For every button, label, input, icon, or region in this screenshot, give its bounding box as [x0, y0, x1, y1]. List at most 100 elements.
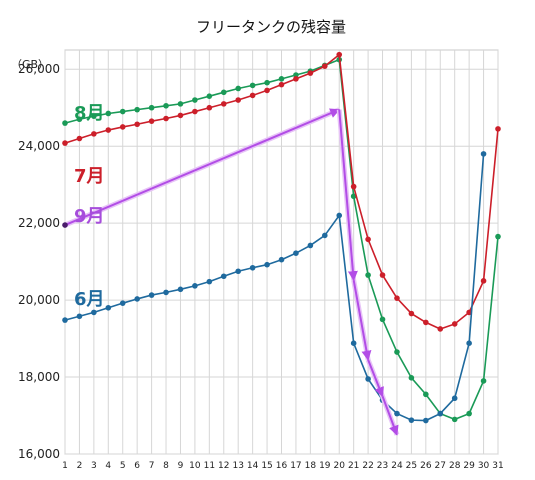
series-jun-point: [322, 232, 328, 239]
series-aug-point: [451, 416, 458, 423]
series-jun-point: [278, 256, 285, 263]
series-sep-arrow: [64, 108, 341, 226]
series-aug-point: [148, 104, 155, 111]
series-jul-point: [495, 126, 501, 132]
series-jun-point: [62, 317, 68, 323]
x-tick-label: 9: [178, 461, 184, 471]
series-jul-point: [206, 104, 213, 111]
series-jul-point: [466, 309, 472, 316]
y-tick-label: 16,000: [18, 447, 60, 461]
series-jul-point: [394, 295, 400, 301]
series-jun-point: [105, 304, 112, 311]
series-jun-point: [119, 300, 126, 306]
series-jun-point: [91, 309, 97, 316]
series-aug-point: [177, 101, 184, 107]
x-tick-label: 1: [62, 461, 68, 471]
series-jul-point: [76, 135, 83, 142]
series-name-label: 6月: [74, 289, 105, 310]
x-tick-label: 7: [149, 461, 155, 471]
series-name-label: 8月: [74, 103, 105, 124]
x-tick-label: 30: [478, 461, 490, 471]
series-jul-point: [350, 183, 357, 190]
series-jul-point: [105, 127, 112, 133]
x-tick-label: 28: [449, 461, 461, 471]
series-jun-point: [134, 296, 140, 302]
series-aug-point: [134, 106, 140, 113]
x-tick-label: 23: [377, 461, 388, 471]
series-jun-point: [264, 261, 270, 268]
series-sep-point: [62, 222, 68, 228]
series-jul-point: [148, 118, 155, 124]
x-tick-label: 4: [105, 461, 111, 471]
series-jun-point: [350, 340, 357, 346]
series-aug-point: [394, 349, 400, 355]
series-sep-arrow: [338, 109, 358, 282]
series-jun-point: [394, 410, 400, 417]
series-jul-point: [480, 278, 487, 284]
series-jun-point: [249, 264, 256, 271]
y-tick-label: 22,000: [18, 216, 60, 230]
series-name-label: 7月: [74, 166, 105, 187]
series-jun-point: [293, 250, 299, 256]
series-sep-arrow: [352, 279, 372, 361]
series-sep-arrow: [381, 395, 399, 436]
series-aug-point: [278, 76, 285, 82]
series-aug-point: [466, 410, 472, 417]
series-jun-point: [177, 286, 184, 293]
x-tick-label: 31: [492, 461, 503, 471]
series-jun-point: [235, 268, 241, 275]
x-tick-label: 29: [463, 461, 475, 471]
chart-title: フリータンクの残容量: [196, 18, 346, 36]
series-name-label: 9月: [74, 206, 105, 227]
series-aug-point: [379, 316, 386, 323]
x-tick-label: 20: [334, 461, 346, 471]
series-jul-point: [293, 76, 299, 82]
series-jun-point: [466, 340, 472, 346]
series-aug-point: [480, 378, 487, 384]
series-jul-point: [119, 124, 126, 130]
x-tick-label: 25: [406, 461, 417, 471]
series-aug-point: [206, 93, 213, 99]
x-tick-label: 11: [204, 461, 215, 471]
series-aug-point: [119, 108, 126, 115]
x-tick-label: 16: [276, 461, 288, 471]
series-aug-point: [192, 97, 198, 103]
x-tick-label: 3: [91, 461, 97, 471]
series-jun-line: [64, 153, 485, 422]
x-tick-label: 8: [163, 461, 169, 471]
series-aug-point: [293, 72, 299, 78]
series-jun-point: [206, 278, 213, 285]
series-jul-point: [278, 81, 285, 88]
series-jul-point: [336, 51, 343, 58]
x-tick-label: 14: [247, 461, 259, 471]
series-jul-point: [177, 112, 184, 119]
series-jun-point: [76, 313, 83, 320]
series-aug-point: [62, 120, 68, 126]
series-aug-point: [235, 85, 241, 92]
y-tick-label: 24,000: [18, 139, 60, 153]
x-tick-label: 15: [261, 461, 272, 471]
x-tick-label: 18: [305, 461, 317, 471]
series-aug-point: [350, 193, 357, 200]
series-aug-point: [408, 375, 415, 381]
series-jul-point: [322, 63, 328, 69]
series-jul-point: [264, 87, 270, 94]
x-tick-label: 10: [189, 461, 201, 471]
x-tick-label: 19: [319, 461, 331, 471]
series-jul-point: [249, 92, 256, 99]
y-tick-label: 26,000: [18, 62, 60, 76]
series-jun-point: [192, 283, 198, 289]
series-jul-point: [307, 70, 314, 76]
x-tick-label: 21: [348, 461, 359, 471]
x-tick-label: 6: [134, 461, 140, 471]
series-jul-point: [192, 108, 198, 115]
series-jun-point: [451, 395, 458, 402]
series-aug-point: [495, 233, 501, 240]
series-aug-point: [91, 113, 97, 119]
series-jun-point: [163, 289, 169, 296]
x-tick-label: 26: [420, 461, 432, 471]
x-tick-label: 17: [290, 461, 301, 471]
series-jul-point: [379, 272, 386, 278]
series-aug-point: [249, 82, 256, 89]
